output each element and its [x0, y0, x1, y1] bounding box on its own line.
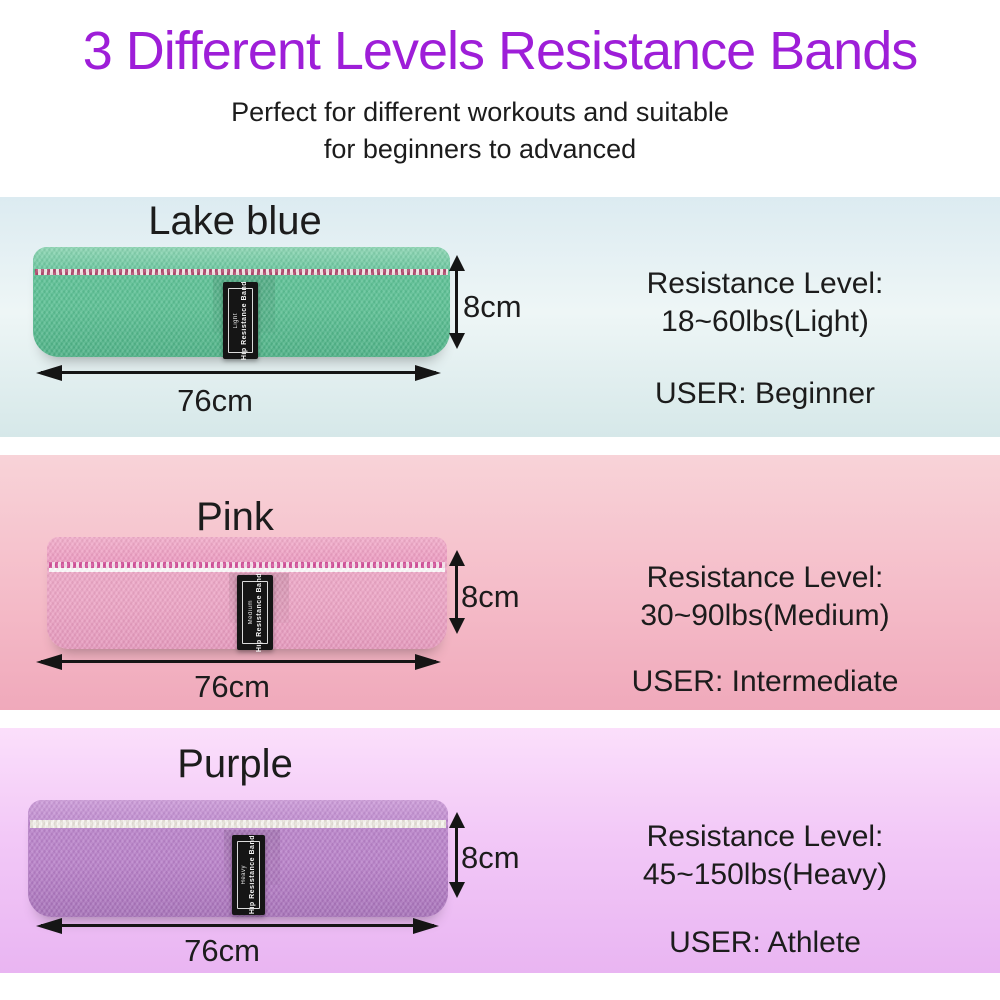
page-title: 3 Different Levels Resistance Bands — [82, 21, 918, 81]
subtitle-line-2: for beginners to advanced — [323, 134, 637, 164]
resistance-info: Resistance Level: 18~60lbs(Light) USER: … — [530, 265, 1000, 413]
height-arrow-shaft — [455, 817, 458, 893]
band-label-tag-border: Medium Hip Resistance Band — [242, 573, 268, 652]
section-title: Lake blue — [148, 199, 322, 243]
band-photo-lake-blue: Light Hip Resistance Band — [33, 247, 450, 360]
resistance-level-label: Resistance Level: — [646, 267, 884, 300]
section-title: Purple — [177, 742, 293, 786]
user-label: USER: Intermediate — [631, 665, 899, 698]
section-pink: Pink Medium Hip Resistance Band 8cm 76cm… — [0, 455, 1000, 710]
resistance-level-value: 45~150lbs(Heavy) — [642, 858, 888, 891]
width-arrow — [36, 365, 441, 381]
resistance-level-value: 30~90lbs(Medium) — [640, 599, 890, 632]
width-arrow-shaft — [41, 660, 436, 663]
tag-name-text: Hip Resistance Band — [249, 835, 256, 915]
band-white-seam — [49, 568, 445, 572]
section-title: Pink — [196, 495, 274, 539]
height-arrow-shaft — [455, 555, 458, 629]
resistance-level-label: Resistance Level: — [646, 561, 884, 594]
band-label-tag: Medium Hip Resistance Band — [237, 573, 273, 652]
width-label: 76cm — [194, 669, 270, 704]
height-label: 8cm — [463, 289, 522, 324]
band-stitch-line — [30, 820, 446, 828]
section-purple: Purple Heavy Hip Resistance Band 8cm 76c… — [0, 728, 1000, 973]
width-arrow — [36, 918, 439, 934]
band-fold — [28, 800, 448, 820]
height-arrow — [449, 550, 465, 634]
tag-name-text: Hip Resistance Band — [255, 572, 263, 653]
page-subtitle: Perfect for different workouts and suita… — [0, 94, 960, 168]
resistance-level-label: Resistance Level: — [646, 820, 884, 853]
band-fold — [33, 247, 450, 269]
width-arrow — [36, 654, 441, 670]
height-label: 8cm — [461, 579, 520, 614]
band-label-tag: Heavy Hip Resistance Band — [232, 835, 265, 915]
resistance-info: Resistance Level: 30~90lbs(Medium) USER:… — [530, 559, 1000, 701]
band-stitch-line — [35, 269, 448, 275]
height-label: 8cm — [461, 840, 520, 875]
width-label: 76cm — [177, 383, 253, 418]
band-label-tag-border: Light Hip Resistance Band — [228, 281, 253, 360]
resistance-level-value: 18~60lbs(Light) — [661, 305, 869, 338]
tag-level-text: Medium — [247, 600, 254, 625]
band-label-tag-border: Heavy Hip Resistance Band — [237, 835, 260, 915]
resistance-info: Resistance Level: 45~150lbs(Heavy) USER:… — [530, 818, 1000, 962]
width-label: 76cm — [184, 933, 260, 968]
width-arrow-shaft — [41, 924, 434, 927]
height-arrow — [449, 255, 465, 349]
tag-level-text: Light — [233, 312, 239, 329]
height-arrow — [449, 812, 465, 898]
user-label: USER: Beginner — [654, 377, 876, 410]
subtitle-line-1: Perfect for different workouts and suita… — [231, 97, 729, 127]
band-photo-pink: Medium Hip Resistance Band — [47, 537, 447, 652]
section-lake-blue: Lake blue Light Hip Resistance Band 8cm … — [0, 197, 1000, 437]
band-fold — [47, 537, 447, 562]
band-stitch-line — [49, 562, 445, 568]
tag-level-text: Heavy — [241, 865, 247, 885]
height-arrow-shaft — [455, 260, 458, 344]
tag-name-text: Hip Resistance Band — [241, 280, 248, 361]
user-label: USER: Athlete — [669, 926, 861, 959]
band-photo-purple: Heavy Hip Resistance Band — [28, 800, 448, 917]
width-arrow-shaft — [41, 371, 436, 374]
band-label-tag: Light Hip Resistance Band — [223, 281, 258, 360]
